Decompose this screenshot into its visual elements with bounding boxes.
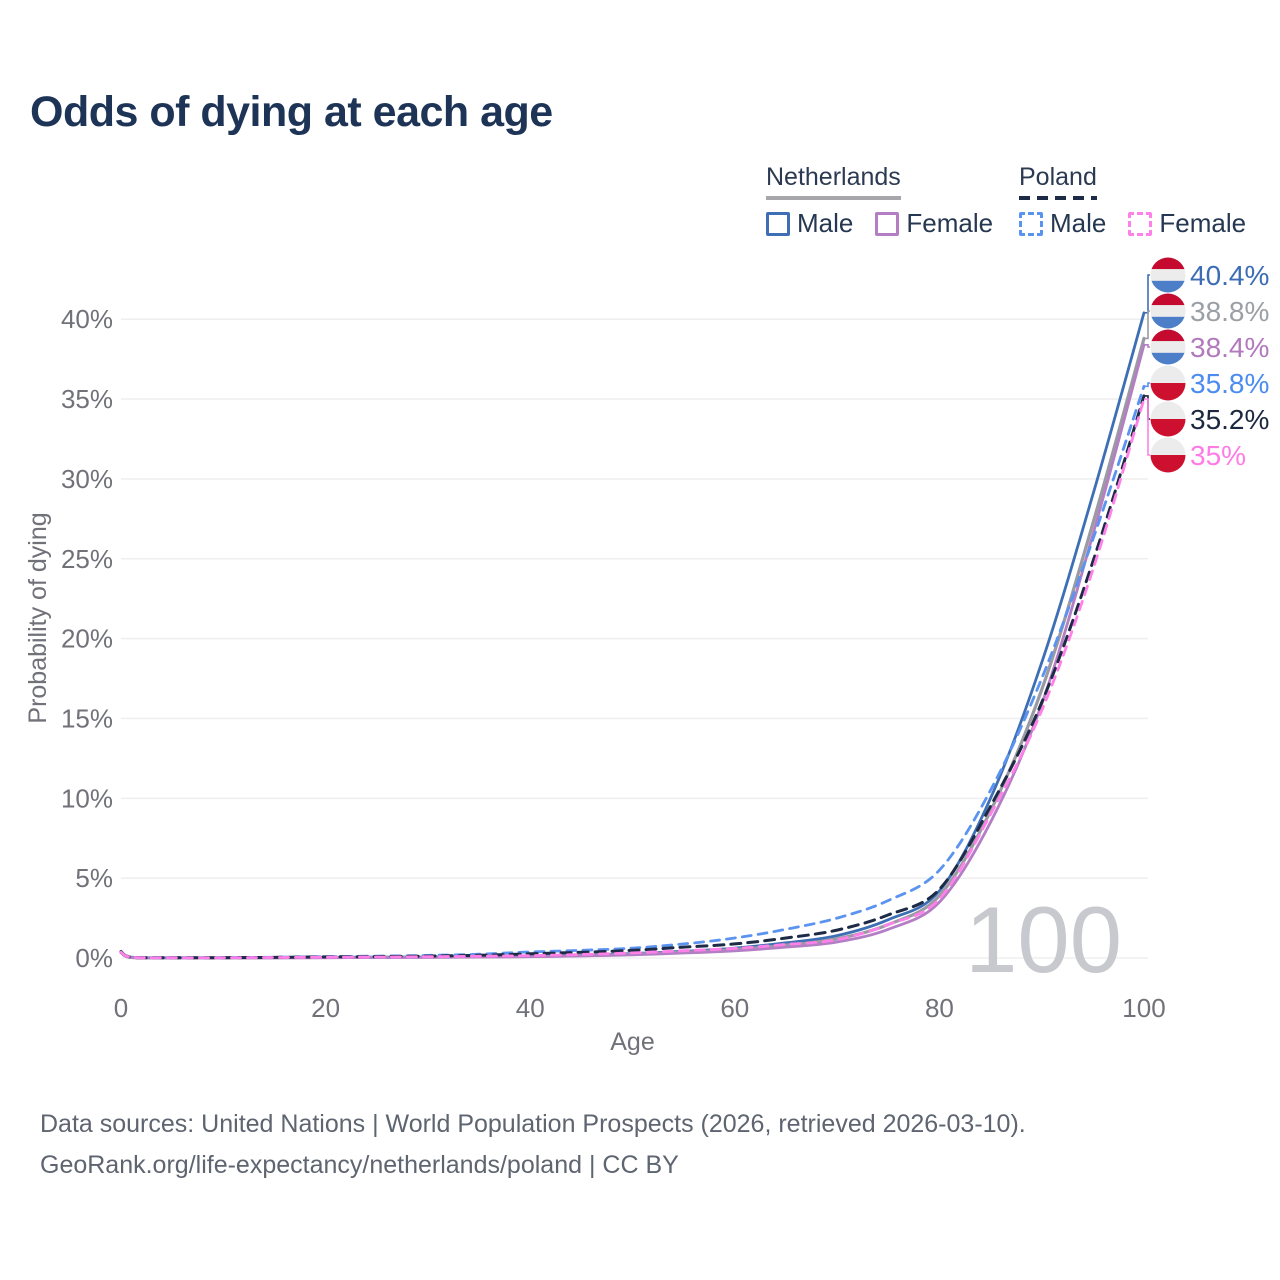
end-value-label: 38.8%	[1190, 296, 1269, 327]
y-tick-label: 10%	[61, 783, 113, 813]
flag-icon-netherlands	[1150, 329, 1186, 365]
end-label-leader-line	[1144, 398, 1150, 456]
y-tick-label: 40%	[61, 304, 113, 334]
x-axis-title: Age	[610, 1028, 654, 1056]
x-tick-label: 80	[925, 993, 954, 1023]
legend-item-netherlands-female[interactable]: Female	[875, 208, 993, 239]
netherlands-female-swatch-icon	[875, 211, 900, 236]
legend-group-netherlands: Netherlands Male Female	[766, 163, 1015, 239]
x-tick-label: 100	[1122, 993, 1165, 1023]
license-line: GeoRank.org/life-expectancy/netherlands/…	[40, 1151, 679, 1179]
end-label-leader-line	[1144, 310, 1150, 340]
legend-label-netherlands-male: Male	[797, 208, 854, 238]
poland-female-swatch-icon	[1128, 211, 1153, 236]
flag-icon-netherlands	[1150, 257, 1186, 293]
series-line-poland-female[interactable]	[119, 397, 1146, 960]
legend-group-poland: Poland Male Female	[1019, 163, 1268, 239]
legend-underline-poland	[1019, 196, 1097, 200]
end-value-label: 40.4%	[1190, 260, 1269, 291]
legend-title-netherlands: Netherlands	[766, 163, 901, 191]
y-tick-label: 20%	[61, 624, 113, 654]
y-tick-label: 5%	[75, 863, 113, 893]
y-tick-label: 15%	[61, 703, 113, 733]
end-label-leader-line	[1144, 382, 1150, 388]
x-tick-label: 20	[311, 993, 340, 1023]
legend-items-netherlands: Male Female	[766, 208, 1015, 239]
x-tick-label: 0	[114, 993, 128, 1023]
legend-item-poland-female[interactable]: Female	[1128, 208, 1246, 239]
x-tick-label: 40	[516, 993, 545, 1023]
series-line-poland-male[interactable]	[119, 384, 1146, 960]
series-line-netherlands-female[interactable]	[119, 343, 1146, 960]
source-attribution: Data sources: United Nations | World Pop…	[40, 1104, 1026, 1186]
legend-label-poland-female: Female	[1159, 208, 1247, 238]
flag-icon-poland	[1150, 437, 1186, 473]
end-value-label: 35.8%	[1190, 368, 1269, 399]
series-line-netherlands-male[interactable]	[119, 311, 1146, 960]
end-value-label: 35%	[1190, 440, 1246, 471]
flag-icon-poland	[1150, 401, 1186, 437]
y-axis-title: Probability of dying	[24, 512, 52, 723]
end-value-label: 38.4%	[1190, 332, 1269, 363]
legend-label-netherlands-female: Female	[906, 208, 994, 238]
x-tick-label: 60	[720, 993, 749, 1023]
data-sources-line: Data sources: United Nations | World Pop…	[40, 1110, 1026, 1138]
series-line-netherlands-both[interactable]	[119, 336, 1146, 960]
end-value-label: 35.2%	[1190, 404, 1269, 435]
legend-label-poland-male: Male	[1050, 208, 1107, 238]
end-label-leader-line	[1144, 344, 1150, 348]
legend-underline-netherlands	[766, 196, 901, 200]
y-tick-label: 35%	[61, 384, 113, 414]
netherlands-male-swatch-icon	[766, 211, 790, 236]
legend-title-poland: Poland	[1019, 163, 1097, 191]
end-label-leader-line	[1144, 274, 1150, 314]
legend-items-poland: Male Female	[1019, 208, 1268, 239]
series-line-poland-both[interactable]	[119, 394, 1146, 960]
legend-item-poland-male[interactable]: Male	[1019, 208, 1106, 239]
y-tick-label: 25%	[61, 544, 113, 574]
chart-legend: Netherlands Male Female Poland Male	[0, 163, 1280, 253]
y-tick-label: 0%	[75, 943, 113, 973]
legend-item-netherlands-male[interactable]: Male	[766, 208, 853, 239]
y-tick-label: 30%	[61, 464, 113, 494]
poland-male-swatch-icon	[1019, 211, 1043, 236]
flag-icon-poland	[1150, 365, 1186, 401]
flag-icon-netherlands	[1150, 293, 1186, 329]
page-title: Odds of dying at each age	[30, 88, 553, 136]
age-watermark: 100	[965, 887, 1122, 992]
